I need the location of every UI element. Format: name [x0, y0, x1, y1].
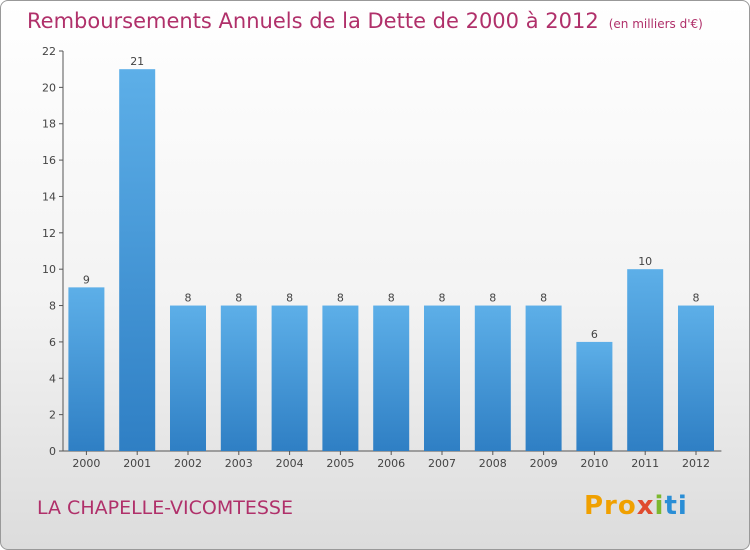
y-tick-label: 4 — [49, 372, 56, 385]
y-tick-label: 8 — [49, 300, 56, 313]
x-tick-label-2000: 2000 — [72, 457, 100, 470]
bar-2003 — [220, 305, 257, 451]
bar-2000 — [68, 287, 105, 451]
x-tick-label-2007: 2007 — [428, 457, 456, 470]
bar-2004 — [271, 305, 308, 451]
bar-2002 — [170, 305, 206, 451]
y-tick-label: 12 — [42, 227, 56, 240]
unit-label: (en milliers d'€) — [608, 17, 703, 31]
x-tick-label-2009: 2009 — [530, 457, 558, 470]
x-tick-label-2003: 2003 — [225, 457, 253, 470]
y-tick-label: 6 — [49, 336, 56, 349]
x-tick-label-2008: 2008 — [479, 457, 507, 470]
bar-2010 — [576, 341, 613, 451]
bar-2008 — [474, 305, 511, 451]
x-tick-label-2004: 2004 — [276, 457, 304, 470]
commune-name: LA CHAPELLE-VICOMTESSE — [37, 497, 293, 519]
x-tick-label-2005: 2005 — [326, 457, 354, 470]
value-label-2004: 8 — [286, 292, 293, 305]
y-tick-label: 14 — [42, 190, 56, 203]
y-tick-label: 16 — [42, 154, 56, 167]
value-label-2009: 8 — [540, 292, 547, 305]
bar-chart: 0 2 4 6 8 10 12 14 16 18 20 22 2000 2001 2002 2003 2004 2… — [42, 45, 722, 470]
x-tick-label-2011: 2011 — [631, 457, 659, 470]
value-label-2007: 8 — [439, 292, 446, 305]
value-label-2003: 8 — [235, 292, 242, 305]
bar-2007 — [424, 305, 460, 451]
y-tick-label: 20 — [42, 81, 56, 94]
bar-2005 — [322, 305, 359, 451]
x-tick-label-2002: 2002 — [174, 457, 202, 470]
value-label-2000: 9 — [83, 273, 90, 286]
value-label-2006: 8 — [388, 292, 395, 305]
y-tick-label: 10 — [42, 263, 56, 276]
x-tick-label-2001: 2001 — [123, 457, 151, 470]
bar-2006 — [373, 305, 410, 451]
value-label-2002: 8 — [185, 292, 192, 305]
bar-2009 — [525, 305, 562, 451]
x-tick-label-2006: 2006 — [377, 457, 405, 470]
bar-2001 — [119, 69, 156, 451]
y-tick-label: 22 — [42, 45, 56, 58]
value-label-2011: 10 — [638, 255, 652, 268]
title-text: Remboursements Annuels de la Dette de 20… — [27, 9, 599, 33]
chart-title: Remboursements Annuels de la Dette de 20… — [27, 9, 703, 33]
bar-2011 — [627, 269, 664, 451]
value-label-2008: 8 — [489, 292, 496, 305]
value-label-2005: 8 — [337, 292, 344, 305]
x-tick-label-2010: 2010 — [580, 457, 608, 470]
bar-2012 — [678, 305, 714, 451]
value-label-2012: 8 — [693, 292, 700, 305]
x-tick-label-2012: 2012 — [682, 457, 710, 470]
proxiti-logo: Proxiti — [584, 491, 688, 521]
value-label-2010: 6 — [591, 328, 598, 341]
y-tick-label: 2 — [49, 409, 56, 422]
y-tick-label: 18 — [42, 118, 56, 131]
value-label-2001: 21 — [130, 55, 144, 68]
y-tick-label: 0 — [49, 445, 56, 458]
